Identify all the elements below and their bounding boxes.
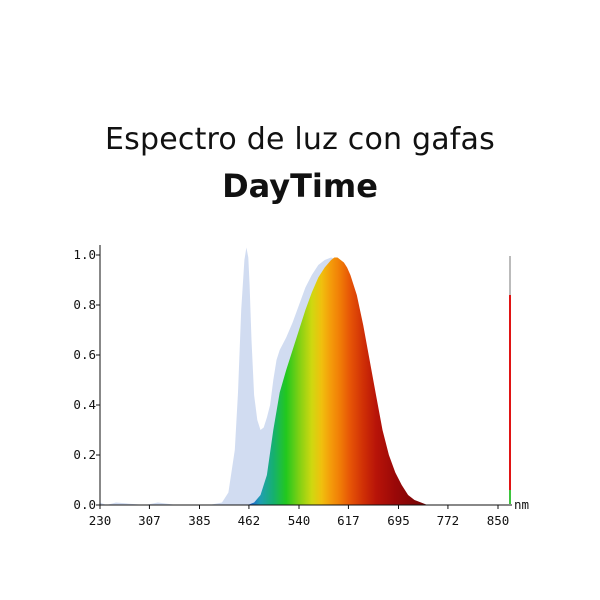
x-tick-label: 617 <box>337 513 360 528</box>
x-tick-label: 462 <box>238 513 261 528</box>
y-tick-label: 0.4 <box>73 397 96 412</box>
y-tick-label: 0.8 <box>73 297 96 312</box>
y-tick-label: 1.0 <box>73 247 96 262</box>
y-tick-label: 0.6 <box>73 347 96 362</box>
x-tick-label: 540 <box>288 513 311 528</box>
y-tick-label: 0.2 <box>73 447 96 462</box>
title-block: Espectro de luz con gafas DayTime <box>0 118 600 208</box>
x-tick-label: 772 <box>437 513 460 528</box>
plot-area <box>100 247 511 505</box>
y-tick-label: 0.0 <box>73 497 96 512</box>
chart-subtitle: DayTime <box>222 167 378 205</box>
x-axis-unit-label: nm <box>514 497 529 512</box>
x-tick-label: 307 <box>138 513 161 528</box>
x-tick-label: 385 <box>188 513 211 528</box>
x-tick-label: 695 <box>387 513 410 528</box>
axes: 0.0 0.2 0.4 0.6 0.8 1.0 230 307 385 462 540 617 695 7… <box>73 245 529 528</box>
chart-title: Espectro de luz con gafas <box>105 122 495 157</box>
x-tick-label: 850 <box>487 513 510 528</box>
spectrum-area <box>100 257 498 505</box>
x-tick-label: 230 <box>89 513 112 528</box>
